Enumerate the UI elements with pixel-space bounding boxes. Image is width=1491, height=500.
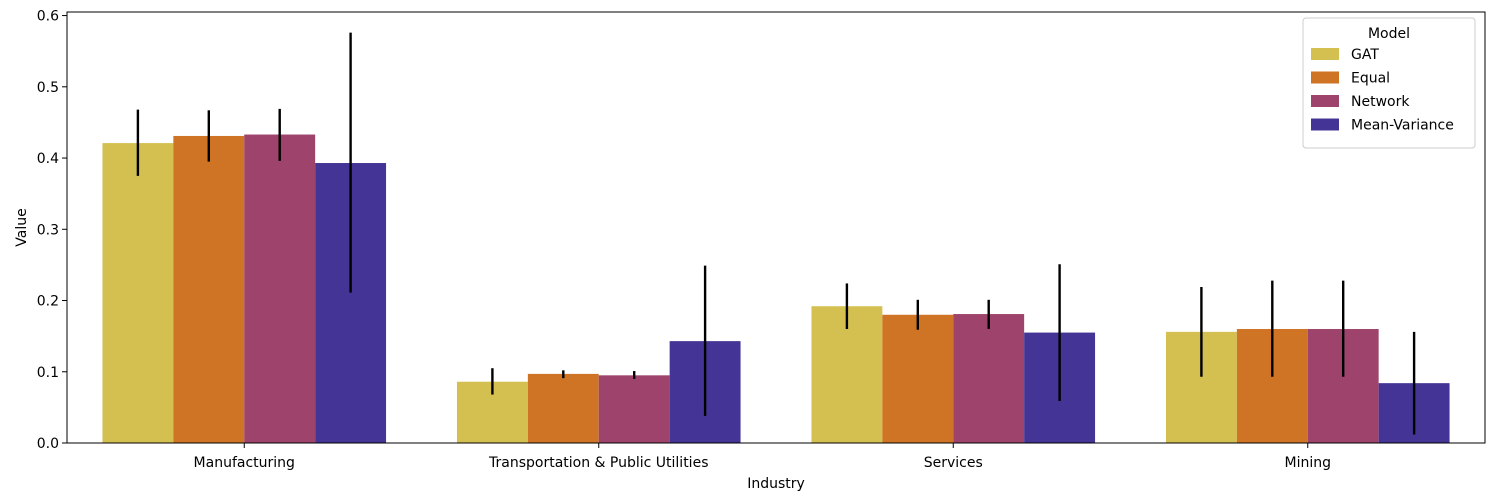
x-tick-label-1: Transportation & Public Utilities (488, 455, 708, 471)
legend-box (1302, 17, 1476, 149)
y-tick-label-2: 0.2 (37, 294, 59, 310)
legend-title: Model (1368, 26, 1410, 42)
legend-swatch-network (1311, 95, 1339, 107)
bar-equal-0 (173, 135, 245, 443)
y-tick-label-3: 0.3 (37, 222, 59, 238)
bar-gat-0 (102, 143, 174, 443)
y-tick-label-4: 0.4 (37, 151, 59, 167)
bar-network-0 (244, 134, 316, 443)
y-tick-label-6: 0.6 (37, 9, 59, 25)
bar-network-1 (598, 375, 670, 443)
y-tick-label-5: 0.5 (37, 80, 59, 96)
plot-frame (66, 11, 1486, 444)
y-tick-label-1: 0.1 (37, 365, 59, 381)
y-axis: 0.0 0.1 0.2 0.3 0.4 0.5 0.6 (37, 9, 67, 452)
error-bars-layer (136, 32, 1416, 435)
legend-label-mean-variance: Mean-Variance (1351, 118, 1454, 134)
y-tick-label-0: 0.0 (37, 436, 59, 452)
x-tick-label-2: Services (924, 455, 983, 471)
legend-swatch-gat (1311, 48, 1339, 60)
bar-network-2 (953, 314, 1025, 443)
x-tick-label-0: Manufacturing (194, 455, 295, 471)
x-axis-label: Industry (747, 476, 805, 492)
legend-label-equal: Equal (1351, 71, 1390, 87)
legend-label-network: Network (1351, 94, 1410, 110)
bar-equal-1 (527, 373, 599, 443)
legend-label-gat: GAT (1351, 47, 1379, 63)
x-tick-label-3: Mining (1285, 455, 1332, 471)
legend-swatch-equal (1311, 71, 1339, 84)
y-axis-label: Value (14, 208, 30, 246)
x-axis: Manufacturing Transportation & Public Uti… (194, 443, 1331, 471)
legend: Model GAT Equal Network Mean-Variance (1302, 17, 1476, 149)
bars-layer (102, 134, 1450, 443)
legend-swatch-mean-variance (1311, 118, 1339, 131)
bar-equal-2 (882, 314, 954, 443)
legend-items: GAT Equal Network Mean-Variance (1311, 47, 1454, 134)
